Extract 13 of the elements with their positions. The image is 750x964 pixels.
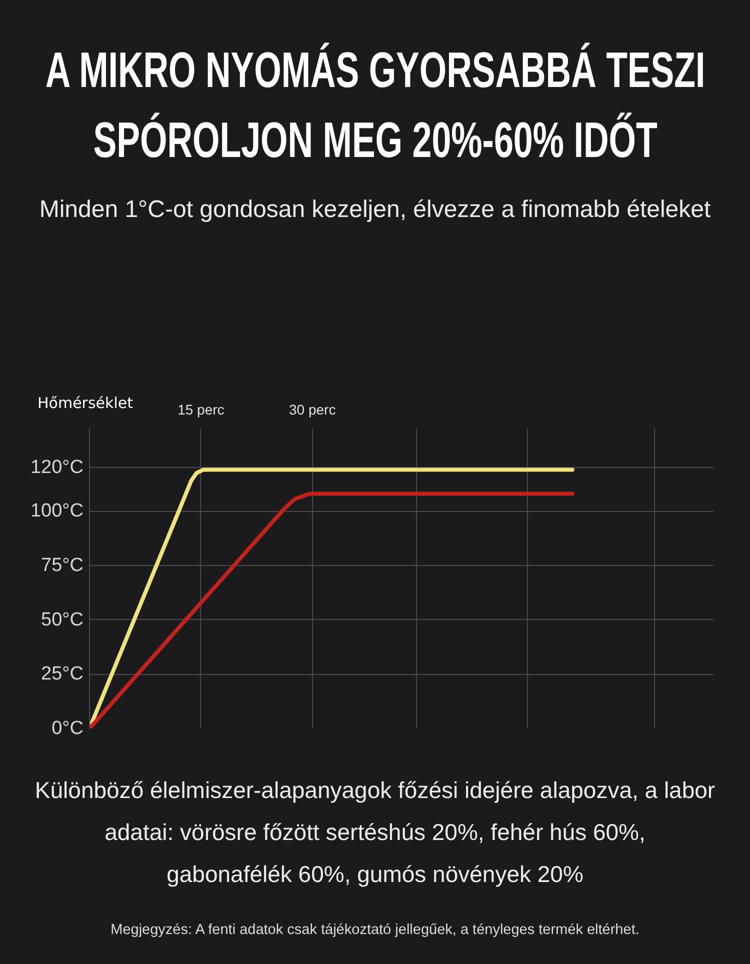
y-tick-label: 0°C: [52, 718, 84, 739]
chart-title: A MIKRO NYOMÁS GYORSABBÁ TESZI SPÓROLJON MEG 20%-60% IDŐT: [45, 41, 705, 170]
y-tick-label: 50°C: [41, 609, 84, 630]
text: Megjegyzés: A fenti adatok csak tájékoztató jellegűek, a tényleges termék eltérhet.: [110, 921, 640, 940]
chart-subtitle: Minden 1°C-ot gondosan kezeljen, élvezze a finomabb ételeket: [39, 195, 711, 225]
y-tick-label: 25°C: [41, 664, 84, 685]
y-tick-label: 120°C: [30, 457, 84, 478]
y-tick-label: 100°C: [30, 500, 84, 522]
text: Különböző élelmiszer-alapanyagok főzési idejére alapozva, a labor adatai: vörösre főzött sertéshús 20%, fehér hús 60%, gabonafélék 60%, gumós növények 20%: [34, 776, 716, 889]
y-tick-label: 75°C: [41, 554, 84, 576]
y-axis-title: Hőmérséklet: [38, 394, 134, 412]
x-tick-label: 15 perc: [178, 402, 224, 418]
x-tick-label: 30 perc: [289, 402, 336, 418]
